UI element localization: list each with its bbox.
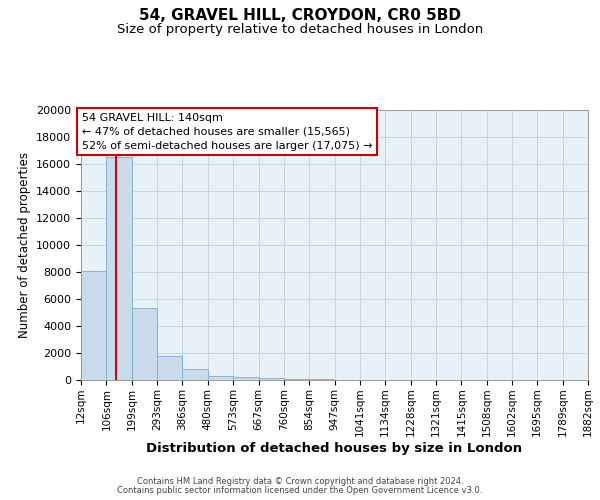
Bar	[106, 157, 132, 380]
Text: Contains public sector information licensed under the Open Government Licence v3: Contains public sector information licen…	[118, 486, 482, 495]
Bar	[233, 378, 259, 380]
Text: 54 GRAVEL HILL: 140sqm
← 47% of detached houses are smaller (15,565)
52% of semi: 54 GRAVEL HILL: 140sqm ← 47% of detached…	[82, 112, 373, 150]
Text: Contains HM Land Registry data © Crown copyright and database right 2024.: Contains HM Land Registry data © Crown c…	[137, 477, 463, 486]
Y-axis label: Number of detached properties: Number of detached properties	[17, 152, 31, 338]
X-axis label: Distribution of detached houses by size in London: Distribution of detached houses by size …	[146, 442, 523, 455]
Bar	[81, 270, 106, 380]
Bar	[132, 308, 157, 380]
Bar	[284, 379, 309, 380]
Bar	[208, 376, 233, 380]
Bar	[157, 356, 182, 380]
Text: Size of property relative to detached houses in London: Size of property relative to detached ho…	[117, 22, 483, 36]
Bar	[182, 369, 208, 380]
Text: 54, GRAVEL HILL, CROYDON, CR0 5BD: 54, GRAVEL HILL, CROYDON, CR0 5BD	[139, 8, 461, 22]
Bar	[259, 378, 284, 380]
